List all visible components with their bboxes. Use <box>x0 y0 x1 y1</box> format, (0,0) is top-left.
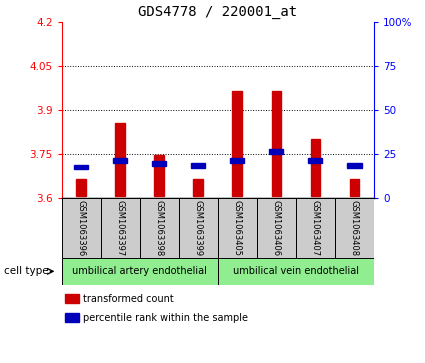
Text: GSM1063398: GSM1063398 <box>155 200 164 256</box>
Bar <box>115 123 125 196</box>
Text: GSM1063396: GSM1063396 <box>76 200 86 256</box>
Bar <box>179 198 218 258</box>
Bar <box>113 158 127 163</box>
Bar <box>62 198 101 258</box>
Bar <box>152 162 166 166</box>
Bar <box>154 155 164 196</box>
Text: GSM1063407: GSM1063407 <box>311 200 320 256</box>
Bar <box>311 139 320 196</box>
Text: GSM1063405: GSM1063405 <box>233 200 242 256</box>
Bar <box>191 163 205 168</box>
Bar <box>74 165 88 170</box>
Text: umbilical artery endothelial: umbilical artery endothelial <box>72 266 207 276</box>
Text: GSM1063406: GSM1063406 <box>272 200 281 256</box>
Bar <box>350 179 360 196</box>
Bar <box>309 158 323 163</box>
Bar <box>62 258 218 285</box>
Bar <box>76 179 86 196</box>
Text: cell type: cell type <box>4 266 49 276</box>
Bar <box>65 313 79 322</box>
Text: umbilical vein endothelial: umbilical vein endothelial <box>233 266 359 276</box>
Bar <box>348 163 362 168</box>
Bar <box>257 198 296 258</box>
Text: GSM1063399: GSM1063399 <box>194 200 203 256</box>
Bar <box>230 158 244 163</box>
Bar <box>272 91 281 196</box>
Bar <box>232 91 242 196</box>
Text: GSM1063408: GSM1063408 <box>350 200 359 256</box>
Bar <box>296 198 335 258</box>
Text: transformed count: transformed count <box>83 294 174 303</box>
Bar <box>101 198 140 258</box>
Bar <box>140 198 179 258</box>
Bar <box>218 258 374 285</box>
Bar <box>335 198 374 258</box>
Bar <box>218 198 257 258</box>
Bar <box>193 179 203 196</box>
Bar <box>65 294 79 303</box>
Text: GSM1063397: GSM1063397 <box>116 200 125 256</box>
Text: percentile rank within the sample: percentile rank within the sample <box>83 313 249 323</box>
Title: GDS4778 / 220001_at: GDS4778 / 220001_at <box>138 5 298 19</box>
Bar <box>269 149 283 154</box>
